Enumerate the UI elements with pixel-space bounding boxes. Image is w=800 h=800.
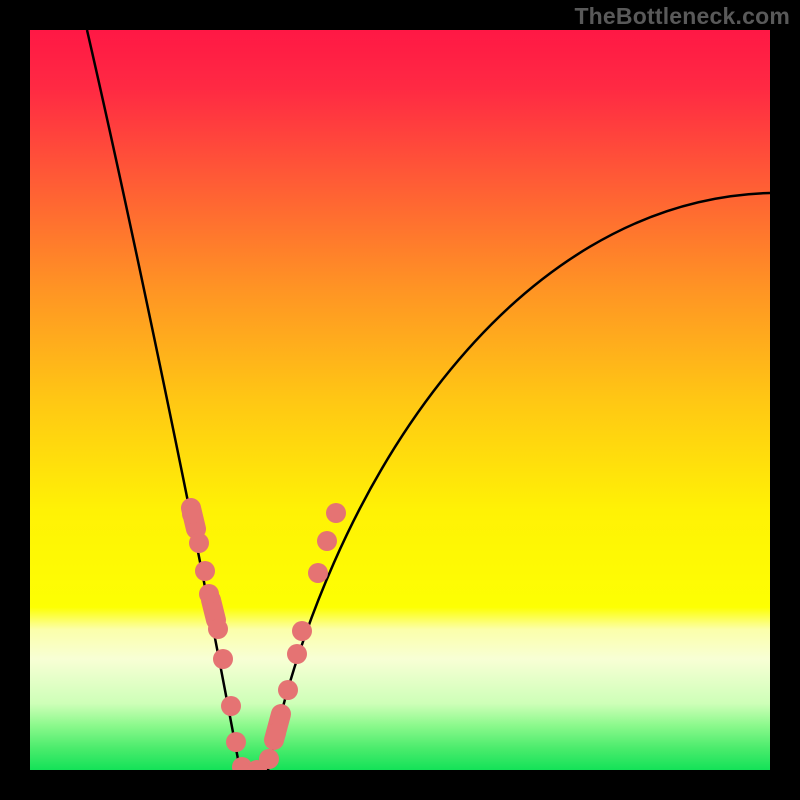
marker-dot: [195, 561, 215, 581]
chart-container: TheBottleneck.com: [0, 0, 800, 800]
marker-dot: [266, 723, 286, 743]
marker-dot: [326, 503, 346, 523]
watermark-text: TheBottleneck.com: [574, 3, 790, 30]
marker-dot: [221, 696, 241, 716]
marker-dot: [213, 649, 233, 669]
marker-dot: [189, 533, 209, 553]
marker-dot: [199, 584, 219, 604]
marker-dot: [208, 619, 228, 639]
marker-dot: [292, 621, 312, 641]
plot-area-gradient: [30, 30, 770, 770]
marker-dot: [259, 749, 279, 769]
marker-dot: [287, 644, 307, 664]
marker-dot: [278, 680, 298, 700]
marker-dot: [317, 531, 337, 551]
marker-dot: [308, 563, 328, 583]
marker-dot: [182, 504, 202, 524]
marker-dot: [226, 732, 246, 752]
bottleneck-curve-plot: [0, 0, 800, 800]
